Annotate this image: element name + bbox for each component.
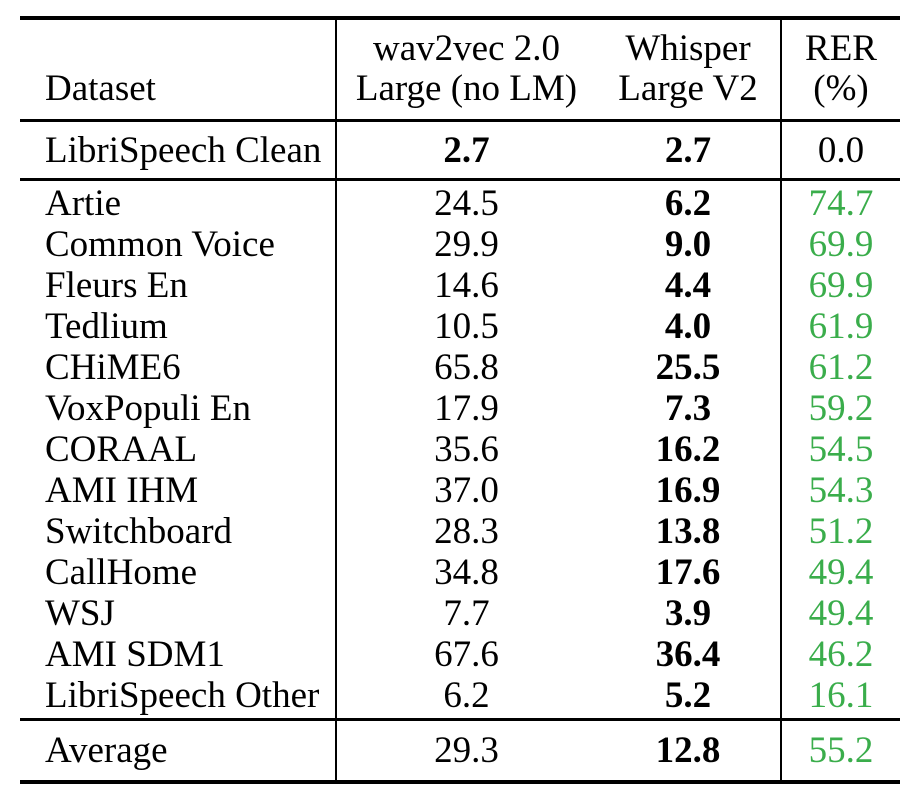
wav2vec-cell: 65.8 bbox=[434, 347, 499, 388]
table-row: Artie 24.5 6.2 74.7 bbox=[20, 179, 900, 224]
wav2vec-cell: 6.2 bbox=[443, 675, 490, 716]
rer-cell: 59.2 bbox=[808, 388, 874, 429]
rer-cell: 0.0 bbox=[781, 120, 900, 181]
table-row: Fleurs En 14.6 4.4 69.9 bbox=[20, 265, 900, 306]
header-whisper-line1: Whisper bbox=[625, 28, 751, 69]
wav2vec-cell: 17.9 bbox=[434, 388, 499, 429]
table-row: CORAAL 35.6 16.2 54.5 bbox=[20, 429, 900, 470]
header-dataset: Dataset bbox=[20, 18, 337, 122]
header-rer-line2: (%) bbox=[813, 68, 869, 109]
wav2vec-cell: 29.3 bbox=[336, 718, 596, 782]
header-dataset-label: Dataset bbox=[45, 68, 156, 109]
whisper-cell: 36.4 bbox=[596, 634, 782, 675]
whisper-cell: 3.9 bbox=[596, 593, 782, 634]
dataset-cell: Tedlium bbox=[20, 306, 337, 347]
header-rer: RER (%) bbox=[781, 18, 900, 122]
header-row: Dataset wav2vec 2.0 Large (no LM) Whispe… bbox=[20, 18, 900, 122]
whisper-cell: 16.2 bbox=[596, 429, 782, 470]
dataset-cell: VoxPopuli En bbox=[20, 388, 337, 429]
table-row: WSJ 7.7 3.9 49.4 bbox=[20, 593, 900, 634]
table-row: AMI IHM 37.0 16.9 54.3 bbox=[20, 470, 900, 511]
rer-cell: 49.4 bbox=[808, 593, 874, 634]
rer-cell: 46.2 bbox=[808, 634, 874, 675]
rer-cell: 54.3 bbox=[808, 470, 874, 511]
whisper-cell: 16.9 bbox=[596, 470, 782, 511]
wav2vec-cell: 24.5 bbox=[434, 183, 499, 224]
dataset-cell: Common Voice bbox=[20, 224, 337, 265]
rer-cell: 69.9 bbox=[808, 224, 874, 265]
whisper-cell: 25.5 bbox=[596, 347, 782, 388]
header-rer-line1: RER bbox=[805, 28, 877, 69]
average-section: Average 29.3 12.8 55.2 bbox=[20, 718, 900, 782]
dataset-cell: CallHome bbox=[20, 552, 337, 593]
rer-cell: 69.9 bbox=[808, 265, 874, 306]
wav2vec-cell: 7.7 bbox=[443, 593, 490, 634]
dataset-cell: LibriSpeech Other bbox=[20, 675, 337, 720]
table-row: AMI SDM1 67.6 36.4 46.2 bbox=[20, 634, 900, 675]
wav2vec-cell: 29.9 bbox=[434, 224, 499, 265]
wav2vec-cell: 2.7 bbox=[336, 120, 596, 181]
table-header: Dataset wav2vec 2.0 Large (no LM) Whispe… bbox=[20, 18, 900, 122]
rer-cell: 74.7 bbox=[808, 183, 874, 224]
wav2vec-cell: 14.6 bbox=[434, 265, 499, 306]
wav2vec-cell: 35.6 bbox=[434, 429, 499, 470]
header-wav2vec-line1: wav2vec 2.0 bbox=[373, 28, 560, 69]
rer-cell: 49.4 bbox=[808, 552, 874, 593]
whisper-cell: 4.0 bbox=[596, 306, 782, 347]
whisper-cell: 12.8 bbox=[596, 718, 782, 782]
wav2vec-cell: 37.0 bbox=[434, 470, 499, 511]
table-row: VoxPopuli En 17.9 7.3 59.2 bbox=[20, 388, 900, 429]
header-whisper-line2: Large V2 bbox=[618, 68, 758, 109]
table-row: Common Voice 29.9 9.0 69.9 bbox=[20, 224, 900, 265]
table-row-average: Average 29.3 12.8 55.2 bbox=[20, 718, 900, 782]
table-row: Tedlium 10.5 4.0 61.9 bbox=[20, 306, 900, 347]
dataset-cell: Artie bbox=[20, 179, 337, 224]
rer-cell: 16.1 bbox=[808, 675, 874, 716]
wer-comparison-table: Dataset wav2vec 2.0 Large (no LM) Whispe… bbox=[20, 16, 900, 784]
whisper-cell: 7.3 bbox=[596, 388, 782, 429]
whisper-cell: 2.7 bbox=[596, 120, 782, 181]
rer-cell: 61.2 bbox=[808, 347, 874, 388]
header-wav2vec-line2: Large (no LM) bbox=[355, 68, 578, 109]
body-section: Artie 24.5 6.2 74.7 Common Voice 29.9 9.… bbox=[20, 179, 900, 720]
dataset-cell: Switchboard bbox=[20, 511, 337, 552]
dataset-cell: Average bbox=[20, 718, 337, 782]
dataset-cell: WSJ bbox=[20, 593, 337, 634]
rer-cell: 61.9 bbox=[808, 306, 874, 347]
wav2vec-cell: 34.8 bbox=[434, 552, 499, 593]
wav2vec-cell: 28.3 bbox=[434, 511, 499, 552]
rer-cell: 55.2 bbox=[781, 718, 900, 782]
whisper-cell: 17.6 bbox=[596, 552, 782, 593]
wav2vec-cell: 67.6 bbox=[434, 634, 499, 675]
dataset-cell: AMI SDM1 bbox=[20, 634, 337, 675]
dataset-cell: CHiME6 bbox=[20, 347, 337, 388]
baseline-section: LibriSpeech Clean 2.7 2.7 0.0 bbox=[20, 120, 900, 181]
dataset-cell: LibriSpeech Clean bbox=[20, 120, 337, 181]
rer-cell: 54.5 bbox=[808, 429, 874, 470]
wav2vec-cell: 10.5 bbox=[434, 306, 499, 347]
dataset-cell: CORAAL bbox=[20, 429, 337, 470]
whisper-cell: 4.4 bbox=[596, 265, 782, 306]
whisper-cell: 6.2 bbox=[596, 179, 782, 224]
header-whisper: Whisper Large V2 bbox=[596, 18, 782, 122]
whisper-cell: 13.8 bbox=[596, 511, 782, 552]
whisper-cell: 5.2 bbox=[596, 675, 782, 720]
table-row: CallHome 34.8 17.6 49.4 bbox=[20, 552, 900, 593]
rer-cell: 51.2 bbox=[808, 511, 874, 552]
table-row: LibriSpeech Clean 2.7 2.7 0.0 bbox=[20, 120, 900, 181]
table-row: CHiME6 65.8 25.5 61.2 bbox=[20, 347, 900, 388]
dataset-cell: Fleurs En bbox=[20, 265, 337, 306]
whisper-cell: 9.0 bbox=[596, 224, 782, 265]
table-row: LibriSpeech Other 6.2 5.2 16.1 bbox=[20, 675, 900, 720]
header-wav2vec: wav2vec 2.0 Large (no LM) bbox=[336, 18, 596, 122]
dataset-cell: AMI IHM bbox=[20, 470, 337, 511]
table-row: Switchboard 28.3 13.8 51.2 bbox=[20, 511, 900, 552]
